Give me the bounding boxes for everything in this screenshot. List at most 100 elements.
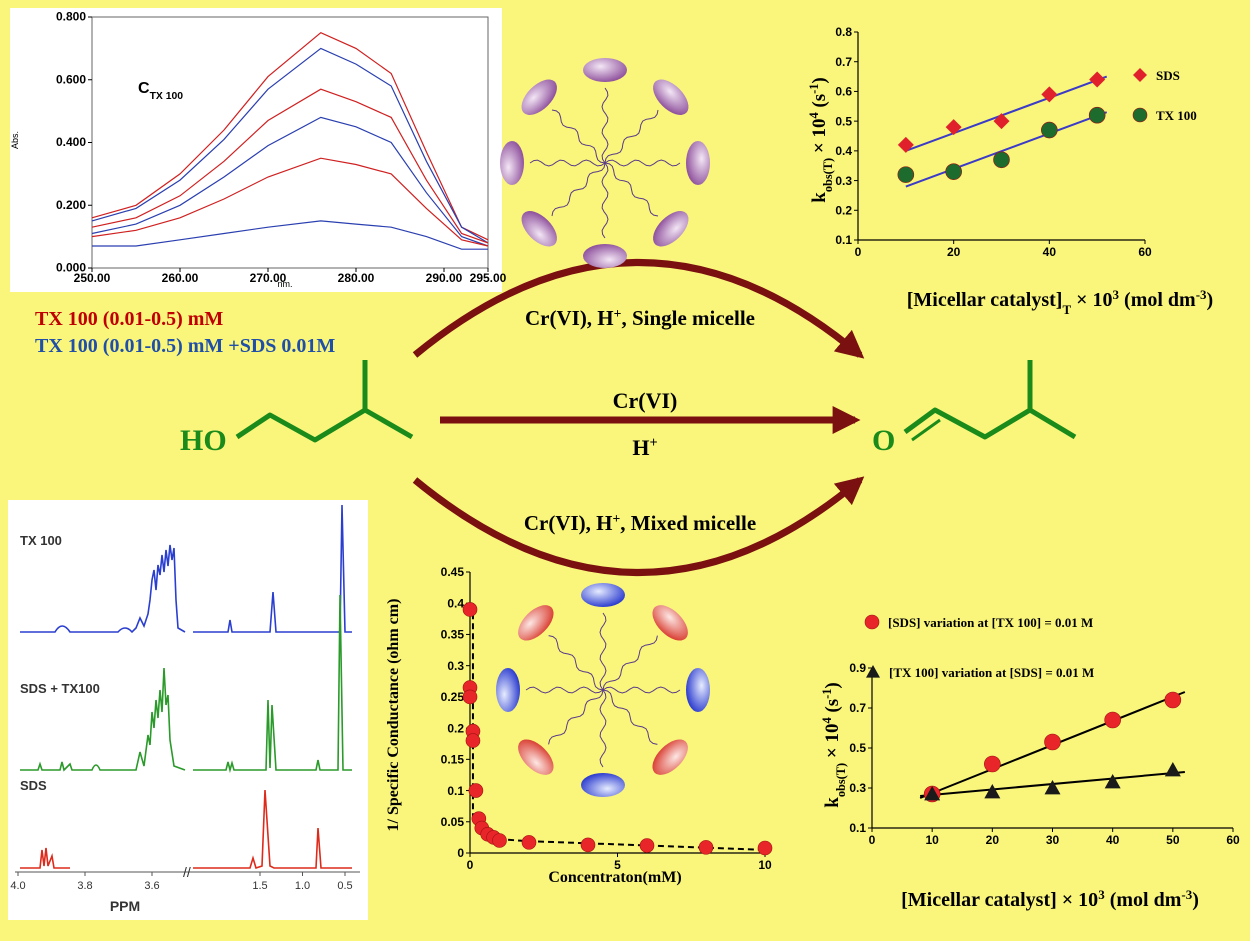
y-axis-title-part: -1 — [807, 84, 821, 94]
data-point — [1041, 122, 1057, 138]
data-point — [898, 167, 914, 183]
page: HO O Cr(VI) // Cr(VI), H+, Single micell… — [0, 0, 1250, 941]
data-point — [522, 835, 536, 849]
x-tick-label: 40 — [1043, 245, 1057, 259]
x-axis-title-part: T — [1062, 302, 1071, 317]
bottom-arrow-label-part: Cr(VI), H — [524, 511, 613, 535]
top-arrow-label: Cr(VI), H+, Single micelle — [525, 306, 755, 331]
x-tick-label: 295.00 — [470, 271, 507, 285]
x-tick-label: 280.00 — [338, 271, 375, 285]
reactant-label: HO — [180, 424, 227, 457]
y-axis-title: 1/ Specific Conductance (ohm cm) — [385, 599, 402, 832]
data-point — [1045, 734, 1061, 750]
data-point — [466, 734, 480, 748]
concentration-label-part: TX 100 — [150, 91, 184, 102]
data-point — [493, 834, 507, 848]
x-tick-label: 290.00 — [426, 271, 463, 285]
data-point — [581, 838, 595, 852]
y-tick-label: 0.05 — [441, 815, 465, 829]
nmr-tick-label: 4.0 — [10, 880, 25, 892]
y-tick-label: 0.800 — [56, 10, 86, 24]
x-axis-title-part: -3 — [1196, 287, 1207, 302]
y-axis-title-part: × 10 — [809, 119, 830, 158]
x-axis-title-part: × 10 — [1071, 289, 1112, 311]
legend-label: [TX 100] variation at [SDS] = 0.01 M — [889, 665, 1094, 680]
y-tick-label: 0.9 — [849, 661, 866, 675]
x-tick-label: 30 — [1046, 833, 1060, 847]
nmr-axis-title: PPM — [110, 898, 140, 914]
x-tick-label: 260.00 — [162, 271, 199, 285]
x-tick-label: 0 — [869, 833, 876, 847]
nmr-tick-label: 1.0 — [295, 880, 310, 892]
nmr-spectrum-label: TX 100 — [20, 533, 62, 548]
x-axis-title: Concentraton(mM) — [548, 869, 681, 886]
nmr-panel — [8, 500, 368, 920]
y-tick-label: 0.7 — [849, 701, 866, 715]
x-axis-title-part: [Micellar catalyst] × 10 — [901, 889, 1098, 911]
x-tick-label: 40 — [1106, 833, 1120, 847]
surfactant-head — [686, 141, 710, 185]
y-tick-label: 0.2 — [835, 203, 852, 217]
x-axis-title: [Micellar catalyst] × 103 (mol dm-3) — [901, 887, 1199, 912]
y-tick-label: 0.5 — [849, 741, 866, 755]
plot-frame — [92, 17, 488, 268]
y-tick-label: 0.2 — [447, 721, 464, 735]
y-axis-title-part: (s — [822, 699, 843, 717]
y-axis-title-part: -1 — [820, 689, 834, 699]
x-axis-title-part: [Micellar catalyst] — [907, 289, 1063, 311]
middle-arrow-sublabel-part: H — [632, 435, 649, 460]
bottom-arrow-label-part: , Mixed micelle — [620, 511, 756, 535]
legend-label: TX 100 (0.01-0.5) mM +SDS 0.01M — [35, 335, 335, 357]
y-axis-title: Abs. — [10, 131, 20, 149]
y-tick-label: 0.000 — [56, 261, 86, 275]
surfactant-head — [583, 244, 627, 268]
nmr-tick-label: 3.8 — [77, 880, 92, 892]
x-axis-title-part: (mol dm — [1119, 289, 1196, 311]
x-tick-label: 60 — [1138, 245, 1152, 259]
y-tick-label: 0.6 — [835, 85, 852, 99]
y-tick-label: 0.600 — [56, 72, 86, 86]
x-axis-title-part: ) — [1192, 889, 1199, 911]
y-axis-title-part: obs(T) — [821, 158, 835, 192]
legend-marker — [865, 615, 879, 629]
y-axis-title-part: obs(T) — [834, 763, 848, 797]
surfactant-head — [583, 58, 627, 82]
y-tick-label: 0.15 — [441, 753, 465, 767]
x-tick-label: 0 — [855, 245, 862, 259]
y-tick-label: 0.1 — [447, 784, 464, 798]
top-arrow-label-part: Cr(VI), H — [525, 306, 614, 330]
y-tick-label: 0.400 — [56, 135, 86, 149]
y-tick-label: 0 — [457, 846, 464, 860]
data-point — [758, 841, 772, 855]
x-axis-title-part: (mol dm — [1105, 889, 1182, 911]
y-axis-title-part: k — [822, 797, 843, 808]
data-point — [984, 756, 1000, 772]
surfactant-head — [686, 668, 710, 712]
nmr-spectrum-label: SDS + TX100 — [20, 681, 100, 696]
middle-arrow-label: Cr(VI) — [613, 388, 678, 413]
y-tick-label: 0.4 — [835, 144, 852, 158]
x-tick-label: 0 — [467, 858, 474, 872]
y-tick-label: 0.35 — [441, 628, 465, 642]
x-tick-label: 10 — [758, 858, 772, 872]
axis-break: // — [183, 864, 191, 880]
y-tick-label: 0.8 — [835, 25, 852, 39]
surfactant-head — [496, 668, 520, 712]
y-tick-label: 0.7 — [835, 55, 852, 69]
y-tick-label: 0.200 — [56, 198, 86, 212]
data-point — [1089, 107, 1105, 123]
data-point — [640, 839, 654, 853]
top-arrow-label-part: , Single micelle — [621, 306, 755, 330]
surfactant-head — [581, 583, 625, 607]
y-tick-label: 0.1 — [835, 233, 852, 247]
bottom-arrow-label: Cr(VI), H+, Mixed micelle — [524, 511, 756, 536]
surfactant-head — [500, 141, 524, 185]
legend-label: [SDS] variation at [TX 100] = 0.01 M — [888, 615, 1093, 630]
x-tick-label: 10 — [925, 833, 939, 847]
legend-label: TX 100 — [1156, 108, 1197, 123]
data-point — [463, 602, 477, 616]
y-axis-title-part: (s — [809, 94, 830, 112]
x-tick-label: 20 — [947, 245, 961, 259]
y-tick-label: 0.3 — [835, 174, 852, 188]
x-axis-title-part: ) — [1207, 289, 1214, 311]
